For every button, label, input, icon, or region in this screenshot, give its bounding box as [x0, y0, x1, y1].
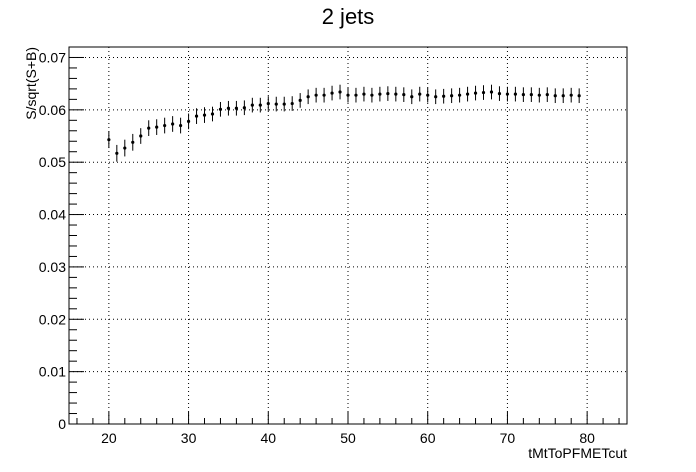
y-tick-label: 0.06 — [39, 102, 66, 118]
data-point — [163, 123, 167, 128]
data-point — [489, 90, 494, 94]
axis-ticks — [69, 46, 620, 425]
data-point — [513, 92, 518, 96]
data-point — [123, 146, 127, 150]
data-point — [458, 93, 462, 97]
x-tick-label: 50 — [340, 430, 356, 446]
grid — [69, 47, 627, 424]
data-point — [266, 101, 270, 106]
y-axis-title: S/sqrt(S+B) — [23, 47, 39, 120]
y-tick-label: 0 — [58, 416, 66, 432]
x-tick-label: 60 — [420, 430, 436, 446]
data-point — [234, 106, 238, 110]
data-point — [131, 140, 135, 144]
data-point — [147, 126, 151, 130]
data-point — [418, 92, 422, 96]
data-point — [386, 92, 390, 96]
data-point — [434, 95, 438, 99]
y-tick-label: 0.07 — [39, 49, 66, 65]
data-point — [290, 101, 294, 106]
data-point — [202, 113, 207, 117]
y-tick-labels: 0 0.01 0.02 0.03 0.04 0.05 0.06 0.07 — [39, 49, 66, 432]
data-point — [370, 93, 374, 97]
data-point — [553, 94, 557, 98]
data-point — [537, 93, 541, 97]
data-point — [505, 92, 510, 96]
data-point — [115, 151, 119, 155]
data-point — [394, 92, 398, 96]
data-points — [107, 84, 581, 162]
data-point — [258, 103, 262, 107]
data-point — [179, 123, 183, 128]
data-point — [194, 114, 199, 118]
x-tick-label: 70 — [500, 430, 516, 446]
data-point — [139, 134, 143, 138]
data-point — [186, 119, 191, 123]
data-point — [218, 107, 223, 111]
data-point — [306, 95, 310, 99]
data-point — [250, 103, 254, 107]
data-point — [442, 94, 446, 98]
data-point — [497, 92, 502, 96]
data-point — [569, 93, 573, 97]
data-point — [378, 92, 382, 96]
data-point — [338, 90, 342, 94]
data-point — [521, 93, 525, 97]
data-point — [473, 91, 478, 95]
data-point — [298, 98, 302, 103]
data-point — [155, 125, 159, 129]
data-point — [426, 93, 430, 97]
data-point — [529, 93, 533, 97]
data-point — [577, 94, 581, 98]
data-point — [354, 93, 358, 97]
data-point — [450, 94, 454, 98]
data-point — [465, 92, 470, 96]
y-tick-label: 0.02 — [39, 311, 66, 327]
data-point — [107, 138, 111, 142]
y-tick-label: 0.03 — [39, 259, 66, 275]
data-point — [410, 95, 414, 99]
data-point — [481, 90, 486, 95]
data-point — [346, 93, 350, 97]
y-tick-label: 0.05 — [39, 154, 66, 170]
data-point — [561, 94, 565, 98]
data-point — [242, 106, 246, 110]
data-point — [330, 91, 334, 95]
data-point — [282, 102, 286, 106]
x-tick-label: 20 — [101, 430, 117, 446]
x-tick-label: 80 — [579, 430, 595, 446]
y-tick-label: 0.01 — [39, 364, 66, 380]
x-axis-title: tMtToPFMETcut — [528, 445, 627, 461]
data-point — [402, 93, 406, 97]
data-point — [210, 112, 215, 116]
data-point — [274, 102, 278, 106]
data-point — [171, 122, 175, 126]
chart-title: 2 jets — [322, 4, 375, 29]
data-point — [545, 93, 549, 97]
data-point — [226, 106, 231, 110]
data-point — [362, 92, 366, 96]
x-tick-label: 40 — [260, 430, 276, 446]
data-point — [322, 93, 326, 97]
data-point — [314, 93, 318, 97]
x-tick-labels: 20 30 40 50 60 70 80 — [101, 430, 595, 446]
x-tick-label: 30 — [181, 430, 197, 446]
y-tick-label: 0.04 — [39, 207, 66, 223]
